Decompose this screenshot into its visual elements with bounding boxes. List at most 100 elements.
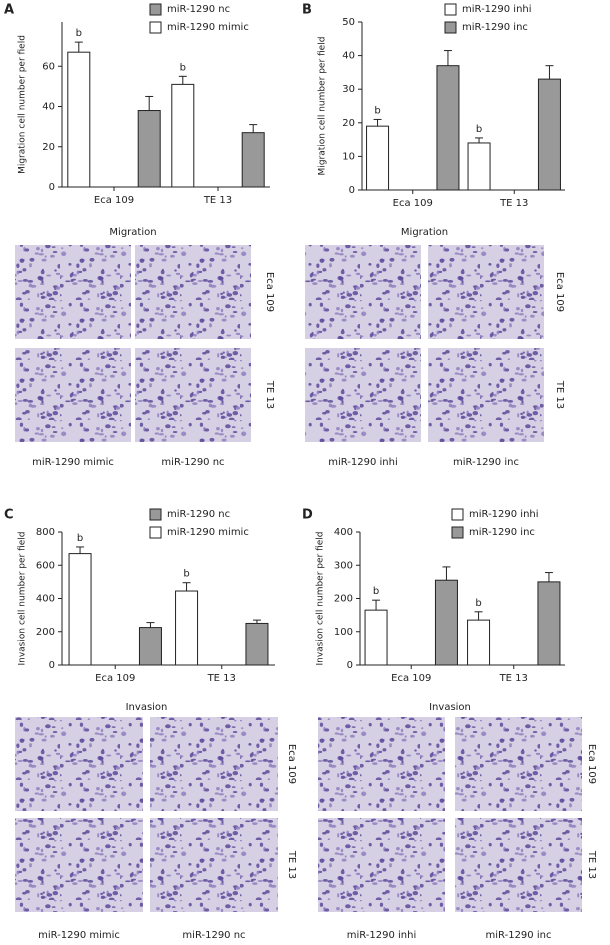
bar [175, 590, 199, 666]
y-tick-label: 60 [42, 61, 55, 72]
legend-swatch [451, 508, 464, 521]
panel-label: B [302, 3, 312, 18]
row-label: TE 13 [264, 380, 275, 409]
row-label: Eca 109 [586, 744, 597, 784]
column-label: miR-1290 inc [453, 457, 519, 468]
y-tick-label: 400 [36, 594, 55, 605]
bar [364, 609, 388, 666]
bar [537, 78, 561, 191]
y-tick-label: 400 [334, 527, 353, 538]
row-label: TE 13 [554, 380, 565, 409]
y-axis-label: Invasion cell number per field [18, 531, 28, 665]
micrograph [428, 245, 544, 339]
y-tick-label: 200 [334, 594, 353, 605]
bar [537, 581, 561, 666]
micrograph [15, 245, 131, 339]
micrograph [150, 818, 278, 912]
legend-swatch [149, 508, 162, 521]
micrograph [15, 818, 143, 912]
bar [137, 110, 161, 188]
y-tick-label: 200 [36, 627, 55, 638]
row-label: Eca 109 [264, 272, 275, 312]
x-tick-label: TE 13 [203, 195, 232, 206]
x-tick-label: Eca 109 [95, 673, 135, 684]
legend-label: miR-1290 inhi [462, 4, 532, 15]
y-tick-label: 0 [49, 660, 55, 671]
bar [67, 51, 91, 188]
column-label: miR-1290 inhi [347, 930, 417, 941]
column-label: miR-1290 nc [161, 457, 224, 468]
micrograph [455, 818, 582, 912]
y-tick-label: 300 [334, 560, 353, 571]
legend-label: miR-1290 inhi [469, 509, 539, 520]
micrograph-title: Migration [401, 227, 448, 238]
column-label: miR-1290 mimic [38, 930, 120, 941]
x-tick-label: TE 13 [499, 673, 528, 684]
row-label: Eca 109 [554, 272, 565, 312]
bar [245, 622, 269, 666]
legend-swatch [149, 526, 162, 539]
micrograph [135, 348, 251, 442]
micrograph [150, 717, 278, 811]
significance-label: b [373, 586, 379, 597]
panel-label: D [302, 508, 313, 523]
row-label: TE 13 [586, 850, 597, 879]
y-tick-label: 40 [342, 51, 355, 62]
legend-label: miR-1290 mimic [167, 22, 249, 33]
micrograph [455, 717, 582, 811]
column-label: miR-1290 inc [486, 930, 552, 941]
significance-label: b [76, 28, 82, 39]
bar [138, 627, 162, 666]
micrograph [15, 717, 143, 811]
x-tick-label: TE 13 [207, 673, 236, 684]
x-tick-label: Eca 109 [391, 673, 431, 684]
column-label: miR-1290 mimic [32, 457, 114, 468]
micrograph [135, 245, 251, 339]
x-tick-label: TE 13 [499, 198, 528, 209]
y-tick-label: 30 [342, 84, 355, 95]
legend-swatch [149, 21, 162, 34]
legend-label: miR-1290 inc [469, 527, 535, 538]
significance-label: b [77, 533, 83, 544]
y-tick-label: 600 [36, 560, 55, 571]
row-label: TE 13 [286, 850, 297, 879]
legend-swatch [444, 3, 457, 16]
y-tick-label: 100 [334, 627, 353, 638]
micrograph [305, 348, 421, 442]
legend-swatch [451, 526, 464, 539]
y-tick-label: 0 [49, 182, 55, 193]
micrograph [305, 245, 421, 339]
legend-swatch [444, 21, 457, 34]
bar [68, 553, 92, 666]
bar [366, 125, 390, 191]
micrograph [428, 348, 544, 442]
panel-label: A [4, 3, 14, 18]
y-axis-label: Migration cell number per field [18, 35, 28, 174]
row-label: Eca 109 [286, 744, 297, 784]
y-tick-label: 0 [349, 185, 355, 196]
bar [467, 619, 491, 666]
legend-label: miR-1290 mimic [167, 527, 249, 538]
y-axis-label: Migration cell number per field [318, 37, 328, 176]
bar [436, 65, 460, 191]
significance-label: b [183, 569, 189, 580]
legend-label: miR-1290 inc [462, 22, 528, 33]
y-tick-label: 0 [347, 660, 353, 671]
legend-swatch [149, 3, 162, 16]
significance-label: b [475, 598, 481, 609]
x-tick-label: Eca 109 [393, 198, 433, 209]
significance-label: b [180, 62, 186, 73]
significance-label: b [374, 105, 380, 116]
y-axis-label: Invasion cell number per field [316, 531, 326, 665]
y-tick-label: 20 [342, 118, 355, 129]
micrograph-title: Migration [109, 227, 156, 238]
micrograph-title: Invasion [126, 702, 168, 713]
micrograph [318, 717, 445, 811]
y-tick-label: 20 [42, 142, 55, 153]
legend-label: miR-1290 nc [167, 509, 230, 520]
significance-label: b [476, 124, 482, 135]
column-label: miR-1290 inhi [328, 457, 398, 468]
bar [171, 83, 195, 188]
column-label: miR-1290 nc [182, 930, 245, 941]
